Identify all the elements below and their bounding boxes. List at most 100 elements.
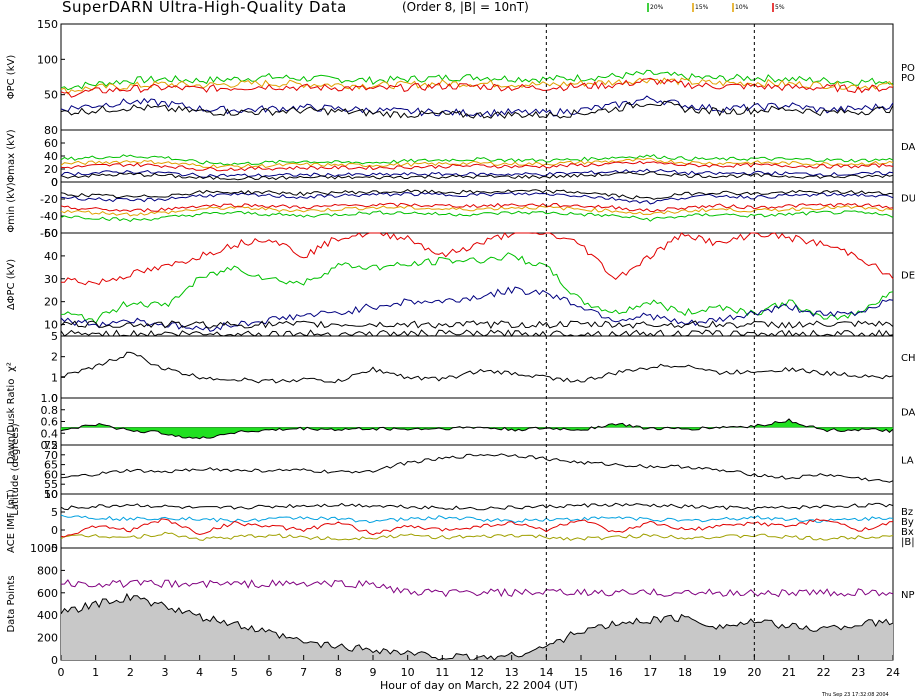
y-tick-label: 20 [44,163,58,176]
y-axis-label: Φmax (kV) [6,129,17,182]
y-tick-label: 0 [51,176,58,189]
series-line [60,579,894,598]
legend-top-label: 10% [735,4,749,11]
y-tick-label: 20 [44,296,58,309]
right-label: LA [901,456,914,467]
y-tick-label: -20 [40,193,58,206]
panel-frame [60,232,894,337]
y-tick-label: -40 [40,210,58,223]
y-tick-label: 10 [44,488,58,501]
x-tick-label: 12 [470,666,484,679]
right-label: By [901,517,914,528]
y-tick-label: 1.0 [41,392,59,405]
series-line [60,518,894,538]
y-axis-label: χ² [6,362,17,372]
y-tick-label: 100 [37,53,58,66]
x-tick-label: 19 [713,666,727,679]
x-tick-label: 16 [609,666,623,679]
series-line [60,502,894,511]
x-tick-label: 22 [817,666,831,679]
y-tick-label: 150 [37,18,58,31]
x-tick-label: 2 [127,666,134,679]
x-tick-label: 17 [643,666,657,679]
series-line [61,232,894,286]
x-tick-label: 8 [335,666,342,679]
y-tick-label: 800 [37,564,58,577]
y-tick-label: 55 [44,478,58,491]
y-tick-label: 0.2 [41,439,59,452]
x-tick-label: 15 [574,666,588,679]
y-tick-label: 60 [44,468,58,481]
y-tick-label: 200 [37,632,58,645]
y-axis-label: ACE IMF (nT) [6,489,17,553]
chart-title: SuperDARN Ultra-High-Quality Data [62,0,347,16]
y-tick-label: 70 [44,449,58,462]
x-tick-label: 5 [231,666,238,679]
y-tick-label: -5 [47,542,58,555]
legend-top-label: 20% [650,4,664,11]
y-tick-label: 0 [51,524,58,537]
right-label: CH [901,353,915,364]
y-tick-label: 0 [51,176,58,189]
y-tick-label: 2 [51,351,58,364]
x-tick-label: 14 [539,666,553,679]
x-tick-label: 18 [678,666,692,679]
y-tick-label: 0 [51,654,58,667]
right-label: DA [901,408,915,419]
x-tick-label: 7 [300,666,307,679]
y-axis-label: Φmin (kV) [6,182,17,232]
legend-top-label: 15% [695,4,709,11]
y-tick-label: 40 [44,150,58,163]
series-line [60,210,894,222]
panel-frame [60,335,894,399]
y-tick-label: 10 [44,319,58,332]
right-label: DU [901,194,915,205]
y-tick-label: 50 [44,89,58,102]
y-axis-label: Latitude (degrees) [10,423,21,515]
y-tick-label: 80 [44,124,58,137]
x-tick-label: 3 [162,666,169,679]
y-tick-label: 65 [44,459,58,472]
series-line [60,77,894,98]
x-tick-label: 4 [196,666,203,679]
panel-frame [60,444,894,495]
y-axis-label: ΦPC (kV) [6,55,17,100]
series-line [60,160,894,172]
y-axis-label: ΔΦPC (kV) [6,259,17,310]
series-area [61,594,893,660]
x-tick-label: 10 [401,666,415,679]
series-line [60,329,894,337]
y-tick-label: 0.6 [41,416,59,429]
timestamp-stamp: Thu Sep 23 17:32:08 2004 [822,692,889,698]
right-label: Bz [901,507,913,518]
series-line [60,320,894,330]
y-tick-label: 60 [44,137,58,150]
y-tick-label: 600 [37,587,58,600]
right-label: PO [901,63,915,74]
x-tick-label: 13 [505,666,519,679]
y-axis-label: Dawn/Dusk Ratio [6,379,17,465]
series-area [61,419,893,439]
right-label: PO [901,73,915,84]
y-tick-label: 30 [44,273,58,286]
series-line [60,531,894,541]
chart-subtitle: (Order 8, |B| = 10nT) [402,0,529,14]
y-tick-label: 0.4 [41,427,59,440]
x-tick-label: 6 [266,666,273,679]
x-tick-label: 1 [92,666,99,679]
y-tick-label: 0 [51,392,58,405]
right-label: |B| [901,537,915,548]
x-tick-label: 20 [747,666,761,679]
x-tick-label: 11 [435,666,449,679]
y-tick-label: 50 [44,227,58,240]
panel-frame [60,493,894,549]
y-tick-label: -60 [40,227,58,240]
right-label: DA [901,142,915,153]
y-axis-label: Data Points [6,575,17,632]
y-tick-label: 400 [37,609,58,622]
x-tick-label: 24 [886,666,900,679]
series-line [61,351,894,384]
x-tick-label: 9 [370,666,377,679]
y-tick-label: 50 [44,488,58,501]
